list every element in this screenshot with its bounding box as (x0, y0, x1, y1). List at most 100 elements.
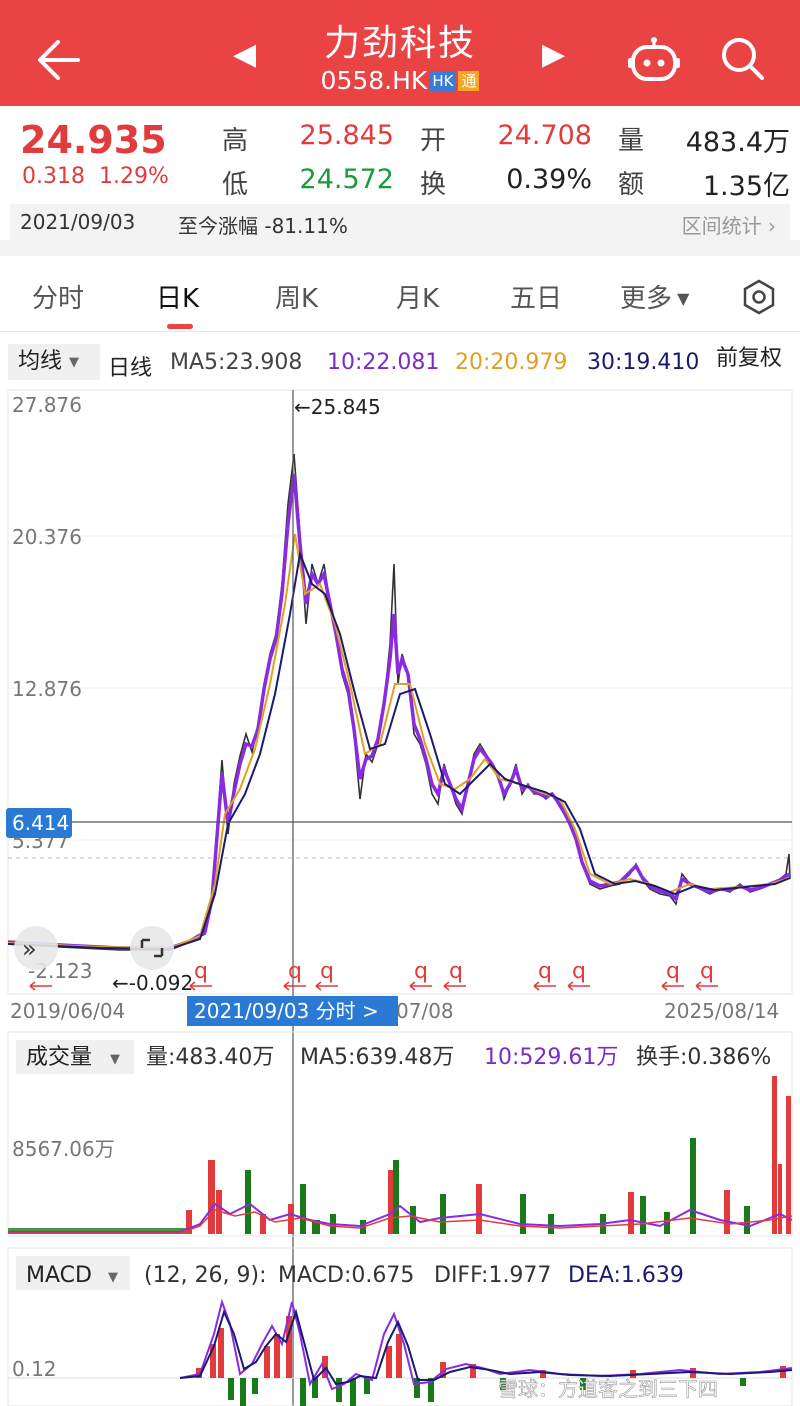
event-marker-q: q (288, 959, 302, 984)
ma-legend-row: 均线 ▼ 日线 MA5:23.908 10:22.081 20:20.979 3… (0, 338, 800, 384)
price-change: 0.318 1.29% (22, 164, 169, 189)
back-arrow-icon[interactable] (30, 30, 90, 90)
adjust-mode[interactable]: 前复权 (716, 346, 783, 371)
macd-bar (264, 1346, 270, 1378)
volume-panel-frame (7, 1031, 793, 1237)
change-value: 0.318 (22, 164, 85, 189)
robot-assistant-icon[interactable] (628, 36, 680, 82)
volume-bar (245, 1170, 251, 1234)
macd-bar (300, 1378, 306, 1406)
ma-dropdown[interactable]: 均线 ▼ (8, 344, 100, 380)
fullscreen-button[interactable] (130, 926, 174, 970)
prev-stock-icon[interactable]: ◀ (233, 37, 257, 72)
volume-bar (548, 1214, 554, 1234)
fullscreen-icon (140, 938, 164, 958)
macd-bar (228, 1378, 234, 1400)
next-stock-icon[interactable]: ▶ (542, 37, 566, 72)
since-value: -81.11% (264, 214, 348, 238)
crosshair-date-text: 2021/09/03 分时 > (194, 999, 379, 1023)
chart-area[interactable]: 27.876 20.376 12.876 5.377 -2.123 6.414 … (0, 384, 800, 1406)
volume-ma-line (8, 1209, 793, 1234)
volume-bar (690, 1138, 696, 1234)
expand-button[interactable] (14, 926, 58, 970)
search-icon[interactable] (718, 34, 766, 82)
ma30-value: 30:19.410 (587, 350, 700, 375)
macd-y-tick: 0.12 (12, 1357, 57, 1381)
volume-turnover: 换手:0.386% (636, 1045, 771, 1070)
volume-bar (476, 1184, 482, 1234)
diff-line (179, 1298, 793, 1391)
quote-panel: 24.935 0.318 1.29% 高 25.845 开 24.708 量 4… (0, 106, 800, 252)
event-marker-q: q (194, 959, 208, 984)
amount-value: 1.35亿 (702, 171, 790, 202)
current-price-tag (6, 808, 72, 838)
low-label: 低 (222, 170, 249, 200)
caret-down-icon: ▼ (672, 289, 690, 308)
volume-value: 483.4万 (685, 127, 790, 158)
caret-down-icon: ▼ (69, 355, 80, 370)
range-info-bar[interactable]: 2021/09/03 至今涨幅 -81.11% 区间统计 › (10, 204, 790, 240)
macd-bar (500, 1378, 506, 1390)
y-tick: 20.376 (12, 525, 82, 549)
tab-five-day[interactable]: 五日 (510, 284, 563, 314)
macd-bar (580, 1378, 586, 1390)
y-tick: 27.876 (12, 393, 82, 417)
volume-bar (260, 1214, 266, 1234)
macd-dropdown[interactable] (16, 1256, 130, 1290)
since-change: 至今涨幅 -81.11% (178, 210, 348, 239)
high-value: 25.845 (299, 120, 394, 151)
macd-bar (312, 1378, 318, 1398)
ma-period: 日线 (108, 356, 153, 381)
range-stats-link[interactable]: 区间统计 › (682, 210, 776, 239)
volume-dropdown[interactable] (16, 1040, 134, 1074)
macd-bar (196, 1368, 202, 1378)
caret-down-icon: ▼ (108, 1270, 118, 1285)
settings-hexagon-icon[interactable] (740, 278, 778, 316)
volume-bar (778, 1164, 782, 1234)
y-tick: 12.876 (12, 677, 82, 701)
macd-panel-frame (7, 1247, 793, 1406)
macd-bar (396, 1334, 402, 1378)
macd-bar (364, 1378, 370, 1394)
macd-dropdown-label: MACD (26, 1263, 92, 1288)
volume-bar (312, 1220, 320, 1234)
crosshair-low-label: ←-0.092 (112, 971, 193, 995)
x-tick: 2025/08/14 (664, 999, 779, 1023)
volume-bar (772, 1076, 777, 1234)
ma30-series-line (7, 550, 791, 951)
volume-dropdown-label: 成交量 (26, 1045, 92, 1070)
price-panel-frame (7, 389, 793, 995)
amount-label: 额 (618, 170, 645, 200)
top-bar: ◀ 力劲科技 0558.HK HK 通 ▶ (0, 0, 800, 106)
dea-line (179, 1308, 793, 1386)
volume-ma-line (8, 1202, 793, 1233)
double-chevron-icon: » (22, 935, 37, 963)
tab-weekly-k[interactable]: 周K (275, 284, 319, 314)
crosshair-date-tag[interactable] (187, 996, 398, 1026)
period-tabs: 分时 日K 周K 月K 五日 更多 ▼ (0, 256, 800, 332)
volume-label: 量 (618, 126, 645, 156)
change-percent: 1.29% (98, 164, 169, 189)
volume-bars (8, 1076, 793, 1234)
tab-intraday[interactable]: 分时 (32, 284, 85, 314)
active-tab-indicator (167, 324, 193, 329)
hk-badge: HK (429, 71, 457, 91)
since-label: 至今涨幅 (178, 214, 258, 238)
dea-value: DEA:1.639 (568, 1263, 684, 1288)
event-markers: q q q q q q q q q (194, 959, 714, 984)
tab-more[interactable]: 更多 ▼ (620, 278, 689, 315)
volume-bar (744, 1206, 750, 1234)
high-label: 高 (222, 126, 249, 156)
volume-bar (628, 1192, 634, 1234)
macd-bar (350, 1378, 356, 1406)
connect-badge: 通 (458, 71, 480, 91)
volume-value: 量:483.40万 (146, 1045, 274, 1070)
volume-bar (520, 1194, 526, 1234)
macd-bar (286, 1316, 292, 1378)
ma20-value: 20:20.979 (455, 350, 568, 375)
selected-date: 2021/09/03 (20, 210, 136, 234)
macd-bar (470, 1364, 476, 1378)
macd-bar (274, 1334, 280, 1378)
tab-daily-k[interactable]: 日K (156, 284, 200, 314)
tab-monthly-k[interactable]: 月K (396, 284, 440, 314)
